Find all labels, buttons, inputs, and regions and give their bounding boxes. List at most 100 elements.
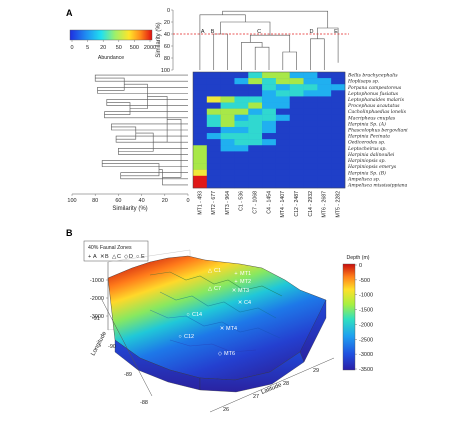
heatmap-cell [331,175,346,183]
site-label: MT2 - 677 [211,191,217,215]
heatmap-cell [234,90,249,97]
legend-entry-label: D [129,254,133,260]
heatmap-cell [234,169,249,176]
latitude-tick: 28 [283,381,289,387]
heatmap-cell [220,120,235,128]
dendrogram-branch [254,46,270,70]
heatmap-cell [317,133,332,140]
heatmap-cell [234,120,249,128]
top-dendrogram-tick: 40 [164,32,170,38]
heatmap-cell [234,133,249,140]
heatmap-cell [303,72,318,79]
heatmap-cell [275,169,290,176]
heatmap-cell [193,84,208,91]
heatmap-cell [193,175,208,183]
depth-colorbar-gradient [342,263,356,371]
heatmap-cell [220,157,235,164]
heatmap-cell [248,133,263,140]
heatmap-cell [193,78,208,85]
heatmap-cell [234,72,249,79]
heatmap-cell [248,157,263,164]
heatmap-cell [206,133,221,140]
heatmap-cell [303,90,318,97]
heatmap-cell [289,145,304,152]
side-dendrogram-tick: 20 [162,198,168,204]
dendrogram-branch [104,102,131,116]
heatmap-cell [220,139,235,146]
dendrogram-branch [147,96,168,143]
heatmap-cell [331,102,346,109]
legend-title: 40% Faunal Zones [88,245,132,251]
heatmap-cell [234,139,249,146]
station-marker: ✕ [220,326,225,332]
longitude-tick: -91 [92,316,100,322]
heatmap-cell [220,126,235,134]
heatmap-cell [331,169,346,176]
heatmap-cell [193,145,208,152]
dendrogram-branch [213,33,228,70]
latitude-tick: 27 [253,394,259,400]
heatmap-cell [193,139,208,146]
heatmap-cell [206,169,221,176]
species-label: Macripheus cnuplas [347,115,396,121]
heatmap-cell [193,96,208,103]
zone-letter: E [334,29,338,35]
longitude-tick: -88 [140,400,148,406]
heatmap-cell [248,169,263,176]
top-dendrogram-ylabel: Similarity (%) [156,22,162,57]
heatmap-cell [317,169,332,176]
heatmap-cell [234,175,249,183]
heatmap-cell [303,102,318,109]
station-label: C1 [214,268,221,274]
station-marker: + [234,279,237,285]
heatmap-cell [303,114,318,122]
heatmap-cell [275,120,290,128]
station-label: C7 [214,286,221,292]
heatmap-cell [275,157,290,164]
heatmap-cell [303,84,318,91]
heatmap-cell [275,163,290,170]
zone-letter: B [211,29,215,35]
heatmap-cell [220,78,235,85]
heatmap-cell [248,126,263,134]
heatmap-cell [262,96,277,103]
heatmap-cell [248,145,263,152]
side-dendrogram-tick: 60 [115,198,121,204]
colorbar-title: Abundance [98,55,124,61]
depth-tick: -1000 [359,293,373,299]
depth-tick: -3000 [359,352,373,358]
heatmap-cell [303,181,318,189]
abundance-colorbar: 0 5 20 50 500 2000 Abundance [69,29,156,61]
heatmap-cell [248,120,263,128]
side-dendrogram-xlabel: Similarity (%) [112,206,147,212]
heatmap-cell [234,84,249,91]
species-label: Porpana campestoreus [347,85,402,91]
heatmap-cell [193,102,208,109]
heatmap-cell [275,114,290,122]
heatmap-cell [193,157,208,164]
heatmap-cell [248,108,263,115]
bathymetry-surface: -1000 -2000 -3000 -91 -90 -89 -88 Longitude 2… [90,249,335,413]
legend-symbol: ◇ [124,254,129,260]
site-label: C4 - 1454 [266,191,272,214]
depth-tick: -1500 [359,308,373,314]
heatmap-cell [303,151,318,158]
top-dendrogram-tick: 0 [167,8,170,14]
heatmap-cell [275,145,290,152]
station-marker: ✕ [232,288,237,294]
heatmap-cell [303,163,318,170]
heatmap-cell [331,84,346,91]
station-marker: ○ [186,312,189,318]
dendrogram-branch [282,51,297,70]
site-label: MT4 - 1407 [280,191,286,218]
site-label: MT1 - 493 [197,191,203,215]
heatmap-cell [234,126,249,134]
species-label: Phascolophus bergovliani [347,128,408,134]
heatmap-cell [193,120,208,128]
heatmap-cell [317,139,332,146]
heatmap-cell [206,102,221,109]
zone-letter: D [309,29,313,35]
legend-entry-label: A [93,254,97,260]
heatmap-cell [317,78,332,85]
